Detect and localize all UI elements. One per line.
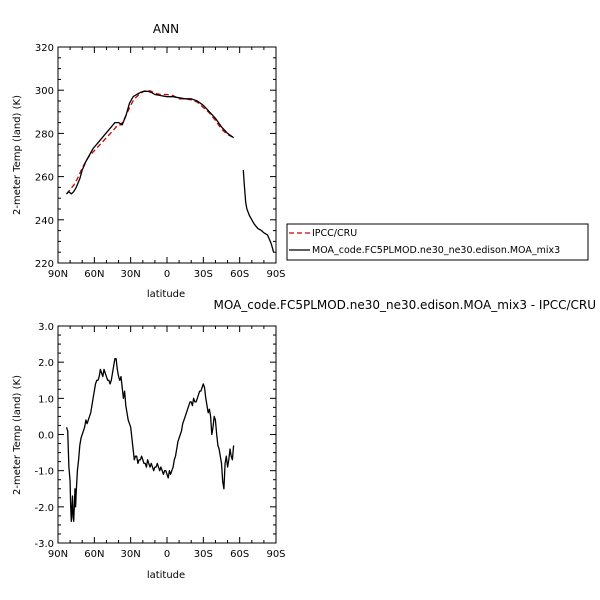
x-tick-label: 90N bbox=[48, 549, 68, 560]
x-tick-label: 30S bbox=[194, 269, 213, 280]
x-tick-label: 0 bbox=[164, 269, 170, 280]
y-tick-label: 220 bbox=[35, 259, 54, 270]
y-tick-label: -3.0 bbox=[34, 539, 54, 550]
bottom-chart-series bbox=[65, 357, 235, 522]
series-line-1-0 bbox=[66, 90, 234, 195]
y-tick-label: 1.0 bbox=[38, 394, 54, 405]
y-tick-label: 280 bbox=[35, 129, 54, 140]
top-chart-series bbox=[66, 89, 275, 253]
y-tick-label: 260 bbox=[35, 173, 54, 184]
series-line-1-1 bbox=[242, 170, 275, 253]
y-tick-label: -2.0 bbox=[34, 503, 54, 514]
x-tick-label: 60S bbox=[230, 549, 249, 560]
y-tick-label: 2.0 bbox=[38, 358, 54, 369]
x-tick-label: 0 bbox=[164, 549, 170, 560]
bottom-x-tick-labels: 90N 60N 30N 0 30S 60S 90S bbox=[48, 549, 286, 560]
bottom-chart-title: MOA_code.FC5PLMOD.ne30_ne30.edison.MOA_m… bbox=[213, 298, 596, 312]
y-tick-label: 3.0 bbox=[38, 322, 54, 333]
bottom-chart-ticks bbox=[57, 325, 277, 544]
x-tick-label: 90S bbox=[266, 549, 285, 560]
x-tick-label: 90S bbox=[266, 269, 285, 280]
x-tick-label: 60S bbox=[230, 269, 249, 280]
series-line-0-0 bbox=[65, 357, 235, 522]
y-tick-label: -1.0 bbox=[34, 467, 54, 478]
top-chart-title: ANN bbox=[153, 22, 179, 36]
x-tick-label: 60N bbox=[84, 269, 104, 280]
top-plot-frame bbox=[57, 46, 277, 264]
y-tick-label: 300 bbox=[35, 86, 54, 97]
top-chart: ANN 90N 60N 30N 0 30S 60S 90S 220 240 260 280 300 3… bbox=[12, 22, 286, 300]
top-chart-ticks bbox=[57, 46, 277, 264]
legend: IPCC/CRU MOA_code.FC5PLMOD.ne30_ne30.edi… bbox=[286, 223, 589, 261]
bottom-y-axis-label: 2-meter Temp (land) (K) bbox=[12, 375, 23, 495]
bottom-plot-frame bbox=[57, 325, 277, 544]
top-x-tick-labels: 90N 60N 30N 0 30S 60S 90S bbox=[48, 269, 286, 280]
x-tick-label: 30N bbox=[121, 269, 141, 280]
legend-entry-ipcc: IPCC/CRU bbox=[312, 228, 357, 239]
y-tick-label: 320 bbox=[35, 43, 54, 54]
legend-entry-model: MOA_code.FC5PLMOD.ne30_ne30.edison.MOA_m… bbox=[312, 245, 560, 256]
top-y-axis-label: 2-meter Temp (land) (K) bbox=[12, 95, 23, 215]
top-y-tick-labels: 220 240 260 280 300 320 bbox=[35, 43, 54, 270]
y-tick-label: 0.0 bbox=[38, 431, 54, 442]
legend-box bbox=[286, 223, 589, 261]
x-tick-label: 60N bbox=[84, 549, 104, 560]
x-tick-label: 30N bbox=[121, 549, 141, 560]
top-x-axis-label: latitude bbox=[147, 289, 185, 300]
series-line-0-0 bbox=[66, 89, 234, 195]
bottom-y-tick-labels: -3.0 -2.0 -1.0 0.0 1.0 2.0 3.0 bbox=[34, 322, 54, 550]
x-tick-label: 90N bbox=[48, 269, 68, 280]
bottom-chart: MOA_code.FC5PLMOD.ne30_ne30.edison.MOA_m… bbox=[12, 298, 596, 581]
x-tick-label: 30S bbox=[194, 549, 213, 560]
y-tick-label: 240 bbox=[35, 216, 54, 227]
bottom-x-axis-label: latitude bbox=[147, 570, 185, 581]
